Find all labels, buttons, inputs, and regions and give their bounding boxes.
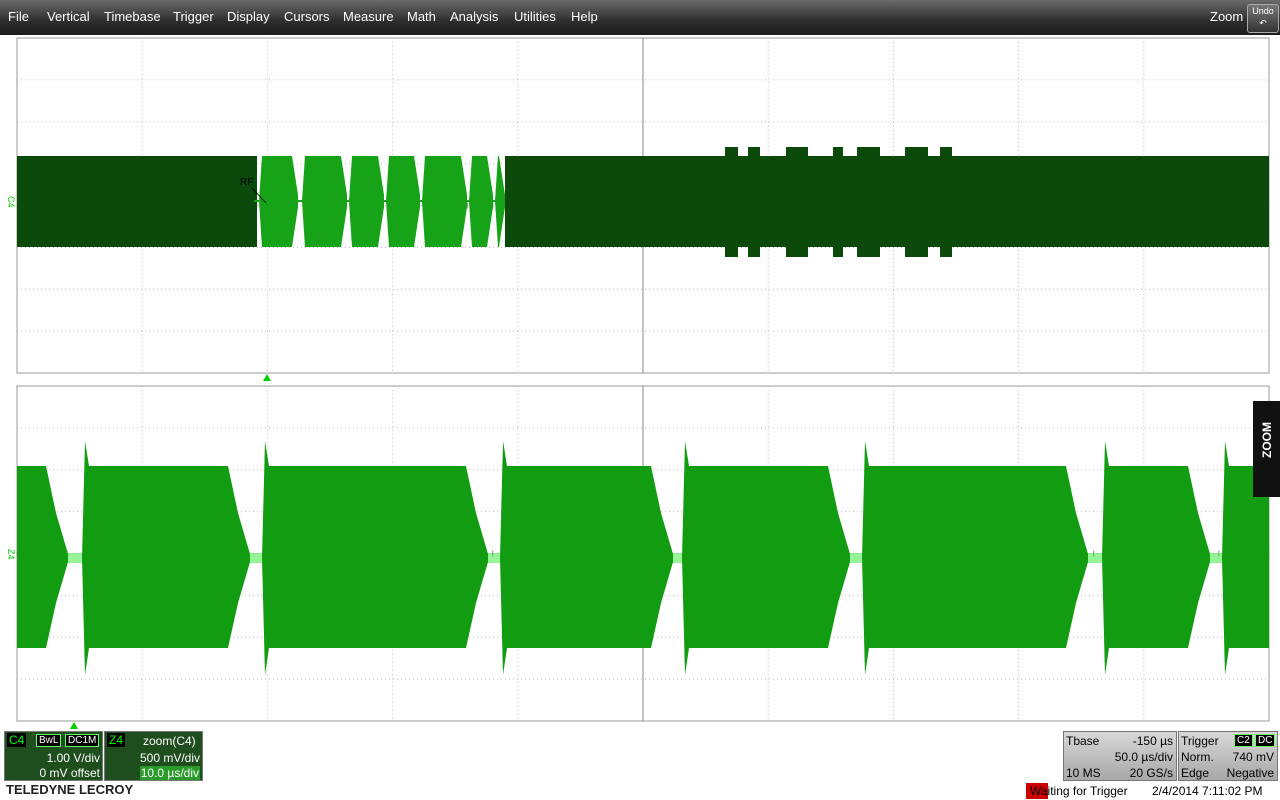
channel-scale: 1.00 V/div <box>46 751 100 765</box>
waveform-spike <box>833 247 843 257</box>
menu-item[interactable]: Vertical <box>47 9 90 24</box>
waveform <box>505 156 1269 247</box>
timebase-box[interactable]: Tbase -150 µs 50.0 µs/div 10 MS 20 GS/s <box>1063 731 1177 781</box>
waveform-burst <box>1102 441 1210 675</box>
waveform-burst <box>386 156 420 247</box>
menu-item[interactable]: File <box>8 9 29 24</box>
waveform-spike <box>940 147 952 156</box>
status-indicator <box>1026 783 1048 799</box>
timebase-scale: 50.0 µs/div <box>1114 750 1173 764</box>
waveform-burst <box>500 441 673 675</box>
channel-name: C4 <box>7 733 27 747</box>
waveform-burst <box>1222 441 1269 675</box>
channel-box[interactable]: C4 BwL DC1M 1.00 V/div 0 mV offset <box>4 731 103 781</box>
timestamp: 2/4/2014 7:11:02 PM <box>1152 784 1263 798</box>
trigger-type: Edge <box>1181 766 1210 780</box>
waveform-burst <box>349 156 384 247</box>
bottom-trace-label: Z4 <box>6 549 16 560</box>
waveform-spike <box>905 147 928 156</box>
menu-item[interactable]: Trigger <box>173 9 214 24</box>
zoom-timebase: 10.0 µs/div <box>139 766 200 780</box>
undo-label: Undo <box>1252 6 1274 16</box>
scope-display: RF C4 Z4 <box>6 37 1270 729</box>
timebase-samples: 10 MS <box>1066 766 1101 780</box>
zoom-menu[interactable]: Zoom <box>1210 9 1244 24</box>
top-trace-label: C4 <box>6 196 16 208</box>
waveform <box>17 156 257 247</box>
waveform-spike <box>905 247 928 257</box>
waveform-burst <box>495 156 505 247</box>
menu-item[interactable]: Timebase <box>104 9 161 24</box>
zoom-name: Z4 <box>107 733 126 747</box>
zoom-source: zoom(C4) <box>143 734 196 748</box>
trigger-label: Trigger <box>1181 734 1219 748</box>
waveform-spike <box>725 147 738 156</box>
zoom-tab-label: ZOOM <box>1260 422 1274 458</box>
trigger-level: 740 mV <box>1232 750 1274 764</box>
waveform-burst <box>259 156 298 247</box>
waveform-burst <box>17 466 68 648</box>
menu-item[interactable]: Display <box>227 9 270 24</box>
annotation: RF <box>240 177 253 188</box>
annotation-arrow <box>251 187 267 204</box>
status: Waiting for Trigger <box>1030 784 1128 798</box>
trigger-marker <box>70 722 78 729</box>
channel-offset: 0 mV offset <box>39 766 100 780</box>
trigger-mode: Norm. <box>1181 750 1214 764</box>
waveform-spike <box>857 147 880 156</box>
waveform-spike <box>786 247 808 257</box>
trigger-slope: Negative <box>1226 766 1274 780</box>
menu-item[interactable]: Math <box>407 9 436 24</box>
waveform-spike <box>940 247 952 257</box>
trigger-marker <box>263 374 271 381</box>
menu-item[interactable]: Analysis <box>450 9 499 24</box>
zoom-tab[interactable]: ZOOM <box>1253 401 1280 497</box>
waveform-burst <box>682 441 850 675</box>
trigger-coupling: DC <box>1255 734 1276 747</box>
menu-item[interactable]: Utilities <box>514 9 556 24</box>
menu-item[interactable]: Measure <box>343 9 394 24</box>
waveform-spike <box>786 147 808 156</box>
undo-button[interactable]: Undo ↶ <box>1247 4 1279 33</box>
waveform-burst <box>82 441 250 675</box>
waveform-spike <box>725 247 738 257</box>
menu-bar: Zoom Undo ↶ File Vertical Timebase Trigger Di… <box>0 0 1280 35</box>
waveform-burst <box>862 441 1088 675</box>
waveform-burst <box>469 156 493 247</box>
waveform-burst <box>302 156 347 247</box>
waveform-spike <box>748 147 760 156</box>
channel-tag: BwL <box>36 734 62 747</box>
waveform-burst <box>262 441 488 675</box>
waveform-spike <box>857 247 880 257</box>
waveform-spike <box>833 147 843 156</box>
menu-item[interactable]: Help <box>571 9 598 24</box>
trigger-source: C2 <box>1234 734 1253 747</box>
brand: TELEDYNE LECROY <box>6 782 134 797</box>
timebase-delay: -150 µs <box>1132 734 1173 748</box>
menu-item[interactable]: Cursors <box>284 9 330 24</box>
timebase-label: Tbase <box>1066 734 1100 748</box>
trigger-box[interactable]: Trigger C2 DC Norm. 740 mV Edge Negative <box>1178 731 1278 781</box>
waveform-spike <box>748 247 760 257</box>
zoom-scale: 500 mV/div <box>139 751 200 765</box>
zoom-box[interactable]: Z4 zoom(C4) 500 mV/div 10.0 µs/div <box>104 731 203 781</box>
channel-tag: DC1M <box>65 734 100 747</box>
waveform-burst <box>422 156 467 247</box>
timebase-rate: 20 GS/s <box>1129 766 1173 780</box>
